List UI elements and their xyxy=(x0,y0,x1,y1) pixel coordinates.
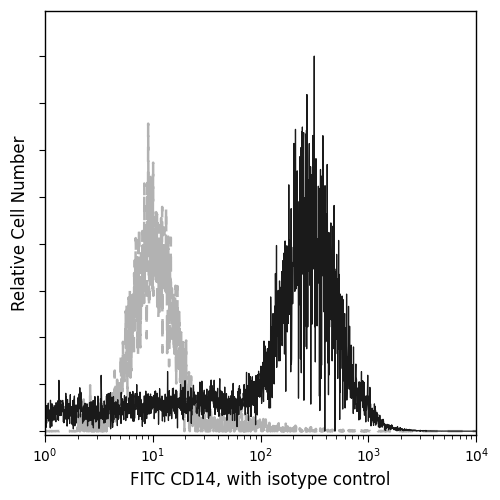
Y-axis label: Relative Cell Number: Relative Cell Number xyxy=(11,136,29,311)
X-axis label: FITC CD14, with isotype control: FITC CD14, with isotype control xyxy=(130,471,391,489)
